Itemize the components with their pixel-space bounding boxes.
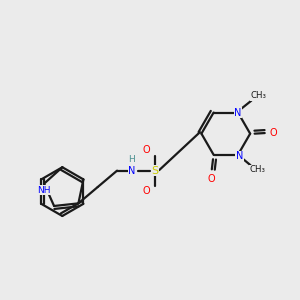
Text: N: N bbox=[128, 166, 136, 176]
Text: O: O bbox=[207, 173, 215, 184]
Text: O: O bbox=[269, 128, 277, 138]
Text: CH₃: CH₃ bbox=[250, 165, 266, 174]
Text: NH: NH bbox=[37, 186, 51, 195]
Text: H: H bbox=[128, 155, 135, 164]
Text: O: O bbox=[142, 187, 150, 196]
Text: O: O bbox=[142, 145, 150, 155]
Text: N: N bbox=[236, 151, 243, 161]
Text: CH₃: CH₃ bbox=[251, 91, 267, 100]
Text: N: N bbox=[234, 107, 242, 118]
Text: S: S bbox=[151, 166, 158, 176]
